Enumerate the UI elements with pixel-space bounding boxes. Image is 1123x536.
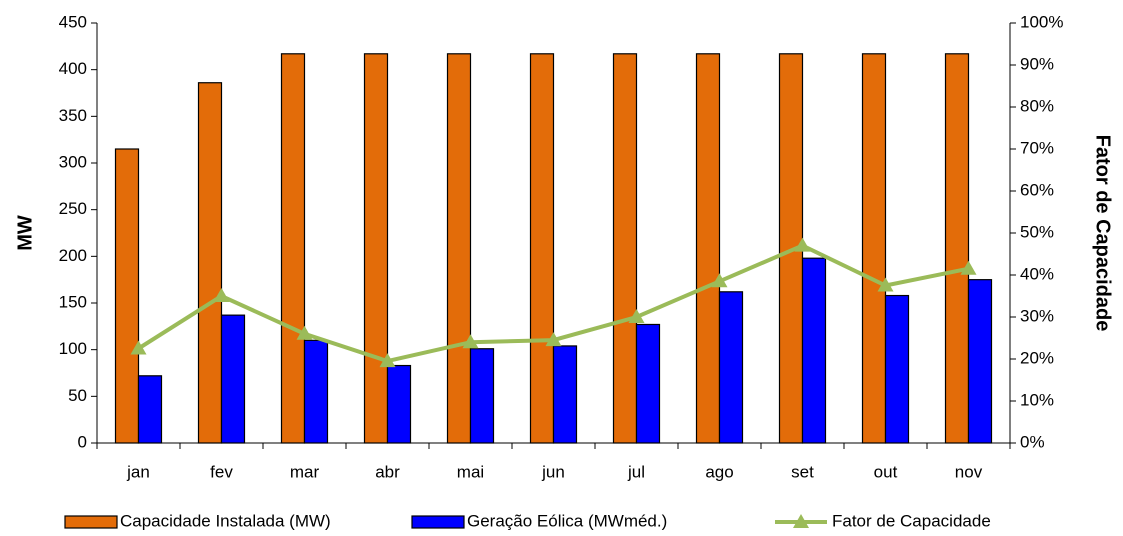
marker	[545, 332, 562, 347]
x-tick-label: jun	[541, 462, 565, 481]
marker	[794, 237, 811, 252]
y-tick-label: 50	[68, 386, 87, 405]
bar	[944, 53, 970, 444]
x-tick-label: nov	[955, 462, 983, 481]
x-tick-label: jul	[627, 462, 645, 481]
legend-swatch	[411, 515, 465, 529]
legend-swatch	[64, 515, 118, 529]
bar	[446, 53, 472, 444]
bar	[612, 53, 638, 444]
y2-tick-label: 70%	[1020, 138, 1054, 157]
bar	[220, 314, 246, 444]
x-tick-label: ago	[705, 462, 733, 481]
bar	[718, 291, 744, 444]
bar	[695, 53, 721, 444]
bar	[635, 323, 661, 444]
bar	[967, 279, 993, 444]
bar	[529, 53, 555, 444]
bar	[552, 345, 578, 444]
y-tick-label: 200	[59, 246, 87, 265]
legend-label: Fator de Capacidade	[832, 511, 991, 530]
y-tick-label: 0	[78, 432, 87, 451]
y-tick-label: 300	[59, 152, 87, 171]
x-tick-label: mar	[290, 462, 320, 481]
y-tick-label: 150	[59, 292, 87, 311]
x-tick-label: out	[874, 462, 898, 481]
bar	[801, 257, 827, 444]
y-axis-title: MW	[14, 215, 36, 251]
y2-tick-label: 0%	[1020, 432, 1045, 451]
x-tick-label: fev	[210, 462, 233, 481]
y2-tick-label: 10%	[1020, 390, 1054, 409]
legend-label: Geração Eólica (MWméd.)	[467, 511, 667, 530]
marker	[213, 288, 230, 302]
y2-tick-label: 100%	[1020, 12, 1063, 31]
marker	[877, 277, 894, 292]
marker	[379, 353, 396, 368]
marker	[296, 325, 313, 340]
bar	[884, 294, 910, 444]
marker	[462, 334, 479, 349]
y2-tick-label: 80%	[1020, 96, 1054, 115]
x-tick-label: set	[791, 462, 814, 481]
y2-tick-label: 50%	[1020, 222, 1054, 241]
marker	[711, 273, 728, 288]
marker	[960, 260, 977, 275]
y2-tick-label: 60%	[1020, 180, 1054, 199]
bar	[137, 375, 163, 444]
bar	[363, 53, 389, 444]
y-tick-label: 100	[59, 339, 87, 358]
legend-label: Capacidade Instalada (MW)	[120, 511, 331, 530]
bar	[197, 82, 223, 444]
y-tick-label: 350	[59, 106, 87, 125]
marker	[130, 340, 147, 355]
bar	[469, 348, 495, 444]
y-tick-label: 250	[59, 199, 87, 218]
x-tick-label: abr	[375, 462, 400, 481]
bar	[114, 148, 140, 444]
y2-axis-title: Fator de Capacidade	[1092, 135, 1114, 332]
y-tick-label: 400	[59, 59, 87, 78]
bar	[303, 339, 329, 444]
bar	[386, 364, 412, 444]
y2-tick-label: 90%	[1020, 54, 1054, 73]
y2-tick-label: 20%	[1020, 348, 1054, 367]
x-tick-label: jan	[126, 462, 150, 481]
legend-swatch	[793, 514, 809, 528]
y2-tick-label: 30%	[1020, 306, 1054, 325]
marker	[628, 309, 645, 323]
y-tick-label: 450	[59, 12, 87, 31]
bar	[861, 53, 887, 444]
x-tick-label: mai	[457, 462, 484, 481]
bar	[280, 53, 306, 444]
y2-tick-label: 40%	[1020, 264, 1054, 283]
